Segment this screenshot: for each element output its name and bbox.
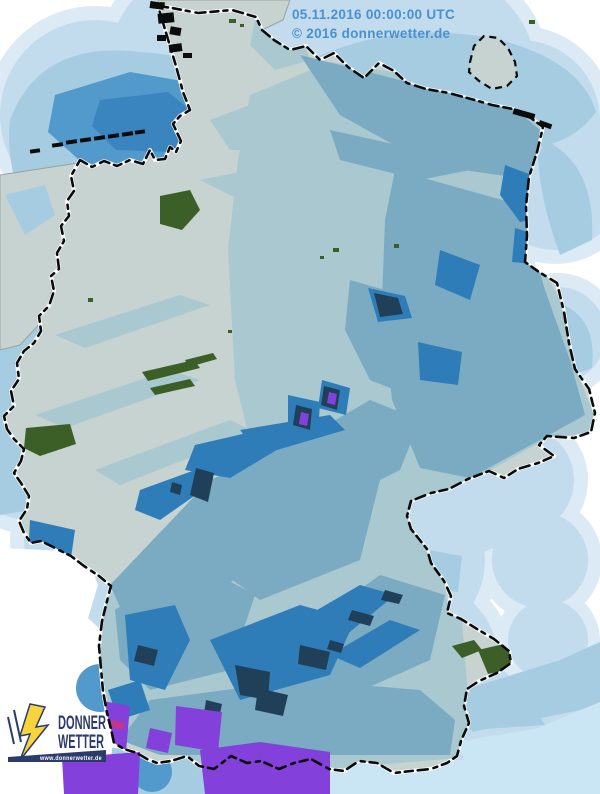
precip-layer-navy: [25, 293, 403, 718]
sea-rain-core: [92, 92, 205, 152]
precip-layer-magenta: [110, 720, 125, 730]
copyright-label: © 2016 donnerwetter.de: [292, 26, 451, 41]
logo-url-label: www.donnerwetter.de: [39, 755, 102, 762]
logo-banner: [8, 750, 106, 762]
donnerwetter-logo: DONNER WETTER www.donnerwetter.de: [7, 703, 107, 762]
coastal-island-marks: [29, 1, 553, 154]
timestamp-label: 05.11.2016 00:00:00 UTC: [292, 7, 455, 22]
lightning-bolt-icon: [7, 703, 50, 761]
logo-word-2: WETTER: [58, 732, 104, 753]
logo-word-1: DONNER: [58, 713, 106, 734]
germany-border: [2, 4, 597, 775]
ruegen-island: [467, 34, 519, 91]
